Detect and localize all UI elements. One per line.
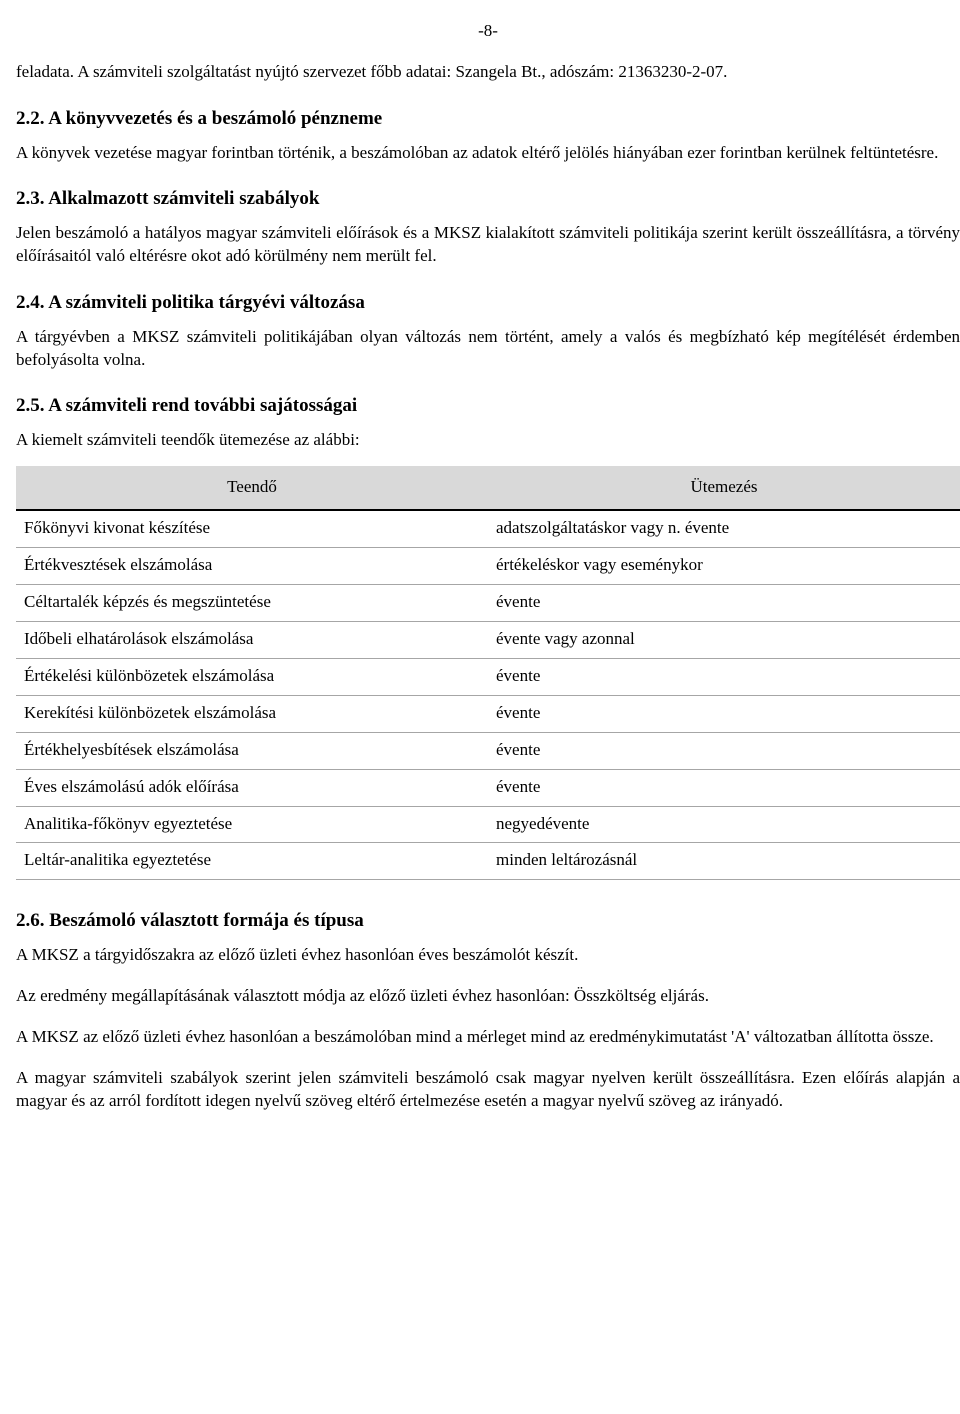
section-25-heading: 2.5. A számviteli rend további sajátossá… — [16, 393, 960, 419]
table-cell: Időbeli elhatárolások elszámolása — [16, 621, 488, 658]
table-cell: évente — [488, 658, 960, 695]
table-cell: Analitika-főkönyv egyeztetése — [16, 806, 488, 843]
table-cell: értékeléskor vagy eseménykor — [488, 547, 960, 584]
section-26-p2: Az eredmény megállapításának választott … — [16, 985, 960, 1008]
page-number: -8- — [16, 20, 960, 43]
section-26-p1: A MKSZ a tárgyidőszakra az előző üzleti … — [16, 944, 960, 967]
table-row: Időbeli elhatárolások elszámolása évente… — [16, 621, 960, 658]
table-cell: Kerekítési különbözetek elszámolása — [16, 695, 488, 732]
table-cell: évente — [488, 584, 960, 621]
section-23-body: Jelen beszámoló a hatályos magyar számvi… — [16, 222, 960, 268]
table-cell: minden leltározásnál — [488, 843, 960, 880]
section-26-heading: 2.6. Beszámoló választott formája és típ… — [16, 908, 960, 934]
table-row: Analitika-főkönyv egyeztetése negyedéven… — [16, 806, 960, 843]
section-23-heading: 2.3. Alkalmazott számviteli szabályok — [16, 186, 960, 212]
table-row: Éves elszámolású adók előírása évente — [16, 769, 960, 806]
table-row: Értékhelyesbítések elszámolása évente — [16, 732, 960, 769]
section-26-p4: A magyar számviteli szabályok szerint je… — [16, 1067, 960, 1113]
section-26-p3: A MKSZ az előző üzleti évhez hasonlóan a… — [16, 1026, 960, 1049]
table-cell: Értékvesztések elszámolása — [16, 547, 488, 584]
table-header-utemzes: Ütemezés — [488, 466, 960, 510]
section-24-body: A tárgyévben a MKSZ számviteli politikáj… — [16, 326, 960, 372]
table-cell: Értékhelyesbítések elszámolása — [16, 732, 488, 769]
table-cell: évente — [488, 769, 960, 806]
section-22-heading: 2.2. A könyvvezetés és a beszámoló pénzn… — [16, 106, 960, 132]
table-cell: évente — [488, 732, 960, 769]
table-row: Céltartalék képzés és megszüntetése éven… — [16, 584, 960, 621]
table-cell: évente — [488, 695, 960, 732]
table-row: Értékelési különbözetek elszámolása éven… — [16, 658, 960, 695]
section-25-intro: A kiemelt számviteli teendők ütemezése a… — [16, 429, 960, 452]
table-cell: Leltár-analitika egyeztetése — [16, 843, 488, 880]
section-22-body: A könyvek vezetése magyar forintban tört… — [16, 142, 960, 165]
table-header-teendo: Teendő — [16, 466, 488, 510]
table-row: Kerekítési különbözetek elszámolása éven… — [16, 695, 960, 732]
table-row: Leltár-analitika egyeztetése minden lelt… — [16, 843, 960, 880]
table-cell: Céltartalék képzés és megszüntetése — [16, 584, 488, 621]
intro-paragraph: feladata. A számviteli szolgáltatást nyú… — [16, 61, 960, 84]
table-cell: adatszolgáltatáskor vagy n. évente — [488, 510, 960, 547]
document-page: -8- feladata. A számviteli szolgáltatást… — [0, 0, 960, 1414]
table-row: Főkönyvi kivonat készítése adatszolgálta… — [16, 510, 960, 547]
table-cell: Főkönyvi kivonat készítése — [16, 510, 488, 547]
table-cell: évente vagy azonnal — [488, 621, 960, 658]
table-cell: Éves elszámolású adók előírása — [16, 769, 488, 806]
table-row: Értékvesztések elszámolása értékeléskor … — [16, 547, 960, 584]
table-cell: negyedévente — [488, 806, 960, 843]
section-24-heading: 2.4. A számviteli politika tárgyévi vált… — [16, 290, 960, 316]
schedule-table: Teendő Ütemezés Főkönyvi kivonat készíté… — [16, 466, 960, 880]
table-cell: Értékelési különbözetek elszámolása — [16, 658, 488, 695]
table-header-row: Teendő Ütemezés — [16, 466, 960, 510]
